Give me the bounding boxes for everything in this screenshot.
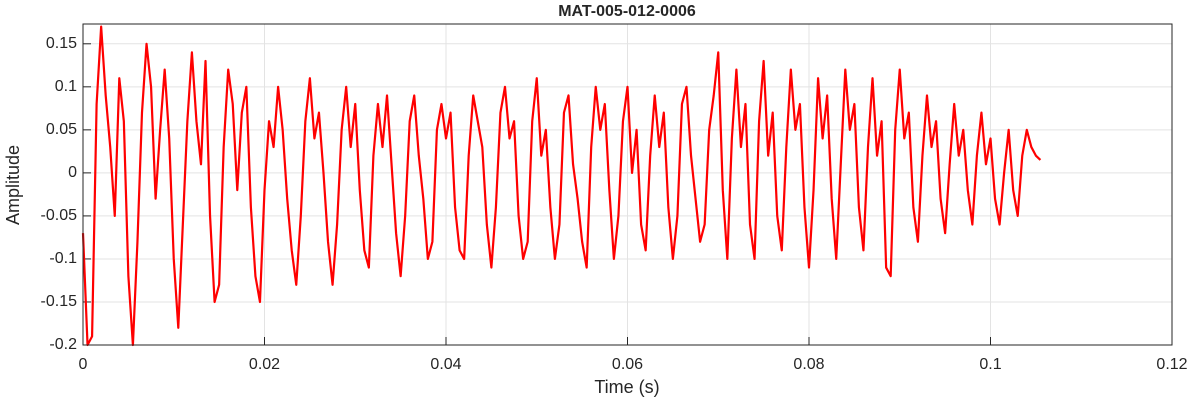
chart-title: MAT-005-012-0006	[558, 3, 696, 20]
y-tick-label: -0.2	[49, 336, 77, 353]
y-tick-label: 0.15	[46, 35, 77, 52]
x-tick-label: 0	[79, 356, 88, 373]
y-tick-label: 0	[68, 164, 77, 181]
x-tick-label: 0.08	[793, 356, 824, 373]
x-tick-label: 0.12	[1156, 356, 1187, 373]
y-tick-label: -0.15	[41, 293, 78, 310]
y-axis-label: Amplitude	[3, 145, 23, 225]
y-tick-label: 0.05	[46, 121, 77, 138]
x-tick-label: 0.1	[979, 356, 1001, 373]
axes-box	[82, 23, 1173, 346]
x-tick-label: 0.04	[430, 356, 461, 373]
x-axis-label: Time (s)	[594, 377, 659, 397]
x-tick-label: 0.02	[249, 356, 280, 373]
y-tick-label: 0.1	[55, 78, 77, 95]
x-tick-label: 0.06	[612, 356, 643, 373]
data-line	[81, 25, 1042, 347]
y-tick-label: -0.1	[49, 250, 77, 267]
y-tick-label: -0.05	[41, 207, 78, 224]
